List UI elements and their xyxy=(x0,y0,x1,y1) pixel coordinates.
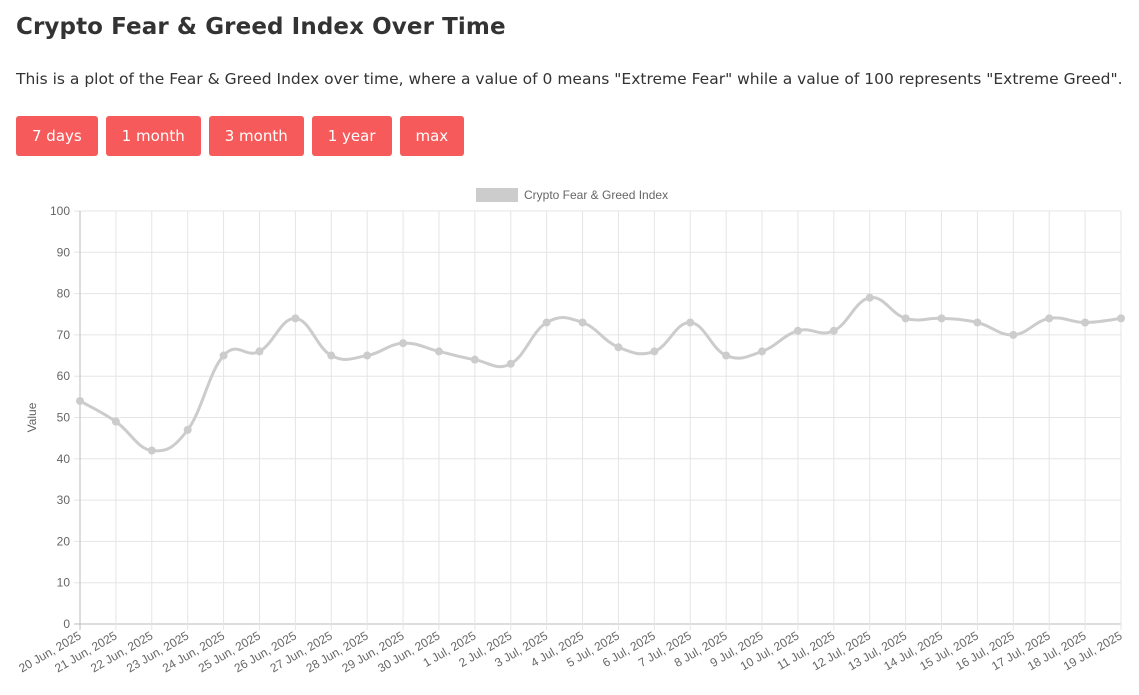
range-7-days-button[interactable]: 7 days xyxy=(16,116,98,156)
chart-legend[interactable]: Crypto Fear & Greed Index xyxy=(476,188,668,202)
data-point[interactable] xyxy=(937,314,946,323)
y-axis-title: Value xyxy=(25,402,39,432)
data-point[interactable] xyxy=(470,355,479,364)
range-button-group: 7 days 1 month 3 month 1 year max xyxy=(16,116,465,156)
data-point[interactable] xyxy=(76,396,84,405)
data-point[interactable] xyxy=(219,351,228,360)
legend-label[interactable]: Crypto Fear & Greed Index xyxy=(524,188,668,202)
chart-series xyxy=(76,293,1125,455)
data-point[interactable] xyxy=(758,347,767,356)
y-tick-label: 30 xyxy=(57,493,71,507)
range-3-month-button[interactable]: 3 month xyxy=(208,116,304,156)
page-title: Crypto Fear & Greed Index Over Time xyxy=(16,14,506,40)
data-point[interactable] xyxy=(363,351,372,360)
data-point[interactable] xyxy=(183,425,192,434)
y-tick-label: 70 xyxy=(57,328,71,342)
data-point[interactable] xyxy=(614,343,623,352)
data-point[interactable] xyxy=(147,446,156,455)
y-tick-label: 80 xyxy=(57,287,71,301)
y-tick-label: 100 xyxy=(50,204,70,218)
data-point[interactable] xyxy=(686,318,695,327)
data-point[interactable] xyxy=(901,314,910,323)
data-point[interactable] xyxy=(399,339,408,348)
legend-swatch[interactable] xyxy=(476,188,518,202)
data-point[interactable] xyxy=(829,326,838,335)
data-point[interactable] xyxy=(1117,314,1125,323)
data-point[interactable] xyxy=(1009,330,1018,339)
data-point[interactable] xyxy=(111,417,120,426)
range-1-year-button[interactable]: 1 year xyxy=(311,116,392,156)
data-point[interactable] xyxy=(865,293,874,302)
y-tick-label: 50 xyxy=(57,411,71,425)
chart-grid xyxy=(74,210,1122,630)
data-point[interactable] xyxy=(291,314,300,323)
y-tick-label: 60 xyxy=(57,369,71,383)
y-tick-label: 0 xyxy=(63,617,70,631)
data-point[interactable] xyxy=(1045,314,1054,323)
range-1-month-button[interactable]: 1 month xyxy=(105,116,201,156)
y-tick-label: 20 xyxy=(57,534,71,548)
data-point[interactable] xyxy=(255,347,264,356)
y-tick-label: 10 xyxy=(57,576,71,590)
page-description: This is a plot of the Fear & Greed Index… xyxy=(16,70,1123,88)
data-point[interactable] xyxy=(1081,318,1090,327)
range-max-button[interactable]: max xyxy=(399,116,465,156)
data-point[interactable] xyxy=(793,326,802,335)
data-point[interactable] xyxy=(506,359,515,368)
y-tick-label: 90 xyxy=(57,245,71,259)
data-point[interactable] xyxy=(973,318,982,327)
data-point[interactable] xyxy=(722,351,731,360)
y-tick-label: 40 xyxy=(57,452,71,466)
data-point[interactable] xyxy=(542,318,551,327)
data-point[interactable] xyxy=(650,347,659,356)
data-point[interactable] xyxy=(327,351,336,360)
data-point[interactable] xyxy=(578,318,587,327)
data-point[interactable] xyxy=(434,347,443,356)
series-line xyxy=(79,296,1122,453)
